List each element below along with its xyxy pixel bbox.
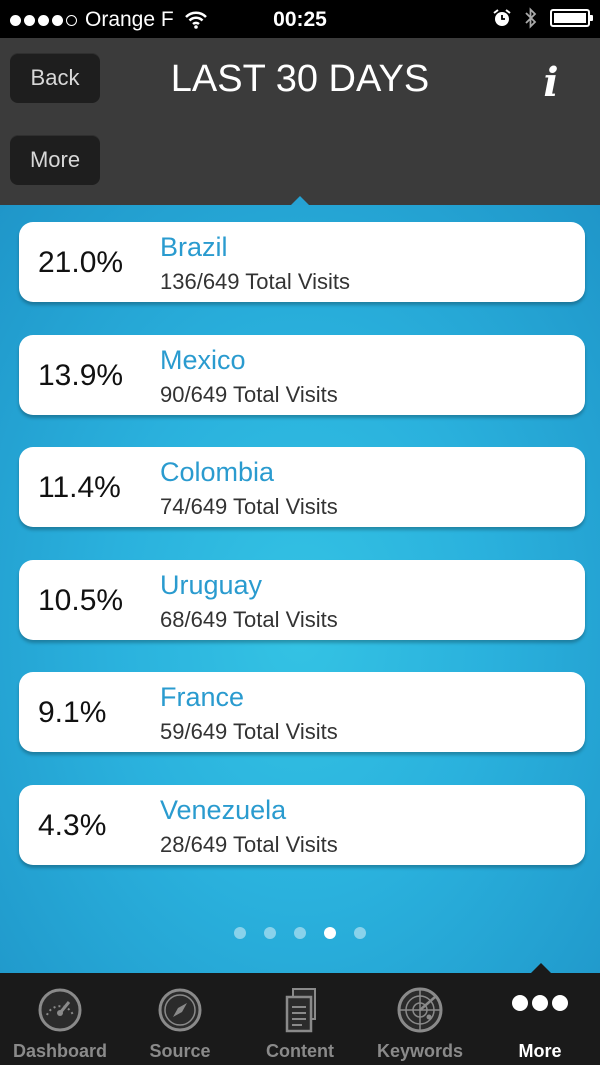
country-visits: 90/649 Total Visits [160,382,338,407]
status-icons [492,7,593,29]
country-name: France [160,682,245,712]
country-percent: 21.0% [38,246,124,279]
country-card[interactable]: 11.4% Colombia 74/649 Total Visits [19,447,585,527]
country-percent: 9.1% [38,696,107,729]
speedometer-icon [38,988,82,1032]
tab-label: Source [149,1041,211,1061]
tab-label: Content [266,1041,334,1061]
country-percent: 11.4% [38,471,121,504]
battery-icon [550,9,593,27]
country-percent: 10.5% [38,584,124,617]
country-card[interactable]: 10.5% Uruguay 68/649 Total Visits [19,560,585,640]
carrier-group: Orange F [10,8,208,32]
tab-content[interactable]: Content [240,973,360,1065]
header-bar: Back LAST 30 DAYS i More [0,38,600,205]
documents-icon [285,988,316,1033]
page-indicator[interactable] [0,927,600,939]
country-list-panel: 21.0% Brazil 136/649 Total Visits 13.9% … [0,205,600,973]
page-dot[interactable] [264,927,276,939]
carrier-name: Orange F [85,8,174,31]
back-button[interactable]: Back [10,53,100,103]
country-visits: 136/649 Total Visits [160,269,350,294]
tab-label: Dashboard [12,1041,108,1061]
country-name: Colombia [160,457,275,487]
status-time: 00:25 [273,8,327,31]
country-card[interactable]: 4.3% Venezuela 28/649 Total Visits [19,785,585,865]
signal-strength-icon [10,14,77,26]
more-dots-icon [512,995,568,1011]
page-dot[interactable] [354,927,366,939]
country-visits: 74/649 Total Visits [160,494,338,519]
compass-icon [158,988,202,1032]
page-dot[interactable] [324,927,336,939]
country-card[interactable]: 21.0% Brazil 136/649 Total Visits [19,222,585,302]
tab-label: Keywords [376,1041,464,1061]
alarm-icon [493,9,511,26]
status-bar: Orange F 00:25 [0,0,600,38]
more-button[interactable]: More [10,135,100,185]
tab-more[interactable]: More [480,973,600,1065]
country-visits: 68/649 Total Visits [160,607,338,632]
country-name: Venezuela [160,795,287,825]
tab-dashboard[interactable]: Dashboard [0,973,120,1065]
radar-icon [397,987,443,1033]
country-visits: 59/649 Total Visits [160,719,338,744]
info-icon[interactable]: i [543,59,559,106]
header-pointer [290,196,310,206]
page-dot[interactable] [234,927,246,939]
page-title: LAST 30 DAYS [170,58,430,100]
wifi-icon [184,11,207,29]
country-visits: 28/649 Total Visits [160,832,338,857]
country-name: Brazil [160,232,228,262]
country-name: Mexico [160,345,246,375]
country-name: Uruguay [160,570,263,600]
page-dot[interactable] [294,927,306,939]
tab-pointer [531,963,551,973]
tab-label: More [518,1041,562,1061]
country-percent: 13.9% [38,359,124,392]
country-percent: 4.3% [38,809,107,842]
tab-source[interactable]: Source [120,973,240,1065]
country-card[interactable]: 13.9% Mexico 90/649 Total Visits [19,335,585,415]
bluetooth-icon [525,7,537,29]
tab-keywords[interactable]: Keywords [360,973,480,1065]
tab-bar: Dashboard Source Content Keywords [0,973,600,1065]
country-card[interactable]: 9.1% France 59/649 Total Visits [19,672,585,752]
